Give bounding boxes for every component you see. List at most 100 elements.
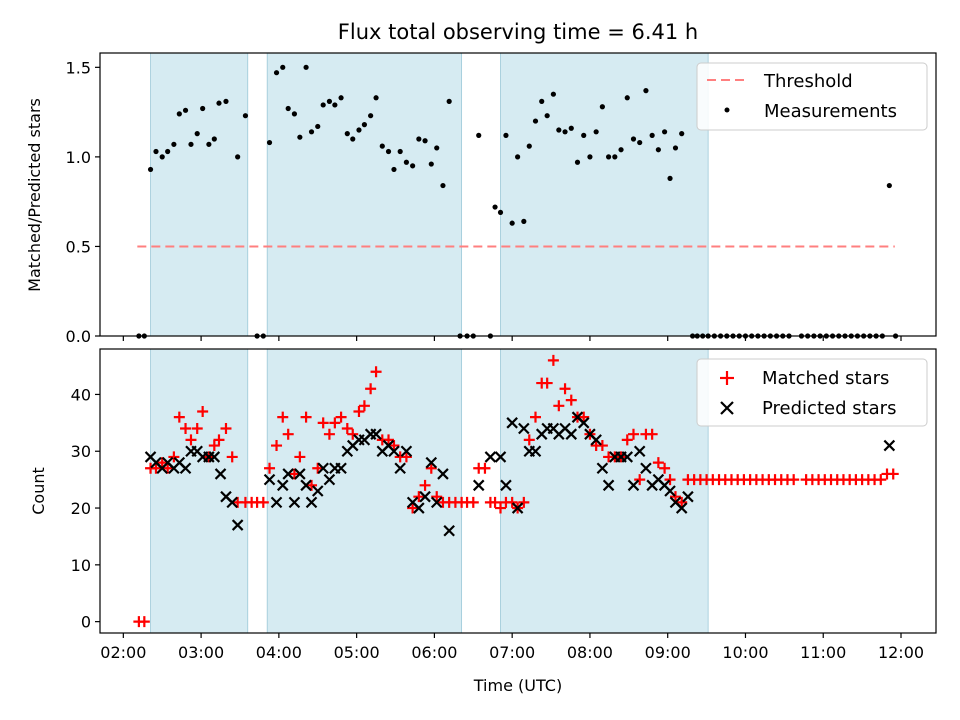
bottom-y-axis-label: Count xyxy=(29,467,48,515)
predicted-point-72 xyxy=(633,445,646,458)
measurement-point-37 xyxy=(368,113,374,119)
predicted-point-71 xyxy=(627,479,640,492)
predicted-point-46 xyxy=(443,524,455,537)
shaded-interval-0 xyxy=(150,348,249,634)
top-y-axis: 0.0 0.5 1.0 1.5 xyxy=(66,58,100,346)
measurement-point-57 xyxy=(497,209,504,216)
matched-point-65 xyxy=(518,496,530,508)
matched-point-29 xyxy=(306,479,318,491)
matched-point-91 xyxy=(676,496,688,508)
matched-point-6 xyxy=(168,451,180,463)
matched-point-46 xyxy=(407,502,419,514)
measurement-point-45 xyxy=(416,136,422,142)
matched-point-38 xyxy=(358,400,370,412)
predicted-point-45 xyxy=(437,468,449,480)
measurement-point-50 xyxy=(446,98,452,104)
predicted-point-63 xyxy=(577,417,590,429)
measurement-point-25 xyxy=(297,134,303,140)
legend-threshold-label: Threshold xyxy=(763,71,853,92)
shaded-interval-1 xyxy=(266,52,463,337)
matched-point-83 xyxy=(627,428,639,440)
measurement-point-79 xyxy=(630,136,637,142)
measurement-point-61 xyxy=(521,218,527,224)
measurement-point-87 xyxy=(679,131,685,137)
matched-point-14 xyxy=(213,434,225,446)
bottom-plot-frame xyxy=(99,348,937,634)
bottom-panel: 02:00 03:00 04:00 05:00 06:00 07:00 08:00 09:00… xyxy=(29,348,937,695)
predicted-point-21 xyxy=(294,468,306,480)
shaded-interval-2 xyxy=(500,52,709,337)
predicted-point-43 xyxy=(425,456,438,469)
matched-point-72 xyxy=(559,383,571,395)
legend-measurements-label: Measurements xyxy=(764,101,897,122)
measurement-point-39 xyxy=(379,143,385,149)
predicted-point-24 xyxy=(311,485,324,497)
top-y-tick-label-1: 0.5 xyxy=(66,237,91,256)
measurement-point-46 xyxy=(422,138,428,144)
predicted-point-47 xyxy=(472,479,485,492)
measurement-point-63 xyxy=(532,118,539,124)
predicted-point-16 xyxy=(263,473,276,486)
matched-point-43 xyxy=(388,440,400,452)
measurement-point-41 xyxy=(391,166,397,173)
matched-point-75 xyxy=(578,411,590,423)
bottom-legend-box xyxy=(696,358,928,427)
matched-point-23 xyxy=(271,440,283,452)
measurement-point-85 xyxy=(667,175,673,181)
measurement-point-58 xyxy=(503,132,509,138)
matched-point-90 xyxy=(669,491,681,503)
matched-point-122 xyxy=(875,474,887,486)
predicted-point-41 xyxy=(413,502,425,514)
predicted-point-25 xyxy=(317,462,329,475)
measurement-point-82 xyxy=(649,132,655,138)
matched-point-87 xyxy=(652,457,664,469)
measurement-point-28 xyxy=(315,123,321,130)
top-plot-frame xyxy=(99,52,937,337)
predicted-point-65 xyxy=(590,434,602,446)
matched-point-5 xyxy=(162,462,174,474)
measurement-point-64 xyxy=(539,98,545,104)
x-tick-label-7: 09:00 xyxy=(645,643,691,662)
matched-point-16 xyxy=(226,451,238,463)
top-y-tick-label-2: 1.0 xyxy=(66,148,91,167)
shaded-interval-0 xyxy=(150,52,249,337)
measurement-point-62 xyxy=(526,143,532,149)
matched-point-9 xyxy=(185,434,197,446)
top-y-tick-label-3: 1.5 xyxy=(66,58,91,77)
top-legend: Threshold Measurements xyxy=(696,62,928,131)
matched-point-30 xyxy=(312,462,324,474)
measurement-point-75 xyxy=(605,154,612,160)
matched-point-39 xyxy=(365,383,377,395)
predicted-point-80 xyxy=(682,490,694,503)
legend-matched-label: Matched stars xyxy=(762,368,889,389)
top-shaded-intervals xyxy=(150,52,709,337)
measurement-point-59 xyxy=(509,220,515,226)
predicted-point-22 xyxy=(300,479,312,492)
matched-point-71 xyxy=(553,400,565,412)
matched-point-50 xyxy=(431,491,443,503)
predicted-point-55 xyxy=(529,445,542,458)
predicted-point-38 xyxy=(394,462,406,475)
matched-point-89 xyxy=(664,474,676,486)
predicted-point-12 xyxy=(214,468,227,480)
measurement-point-12 xyxy=(206,141,212,147)
matched-point-66 xyxy=(523,434,535,446)
measurement-point-42 xyxy=(397,148,403,155)
matched-point-88 xyxy=(659,462,671,474)
matched-point-109 xyxy=(788,474,800,486)
measurement-point-77 xyxy=(618,147,624,153)
predicted-point-34 xyxy=(370,428,382,440)
measurement-point-10 xyxy=(194,131,200,137)
measurement-point-70 xyxy=(574,159,581,165)
shaded-interval-1 xyxy=(266,348,463,634)
matched-point-42 xyxy=(383,434,395,446)
matched-point-33 xyxy=(329,417,341,429)
matched-point-36 xyxy=(347,428,359,440)
matched-stars-points xyxy=(133,354,899,628)
legend-measurements-swatch xyxy=(724,107,730,113)
x-tick-label-5: 07:00 xyxy=(489,643,535,662)
matched-point-82 xyxy=(621,434,633,446)
predicted-point-49 xyxy=(494,451,507,463)
measurement-point-47 xyxy=(428,161,434,167)
